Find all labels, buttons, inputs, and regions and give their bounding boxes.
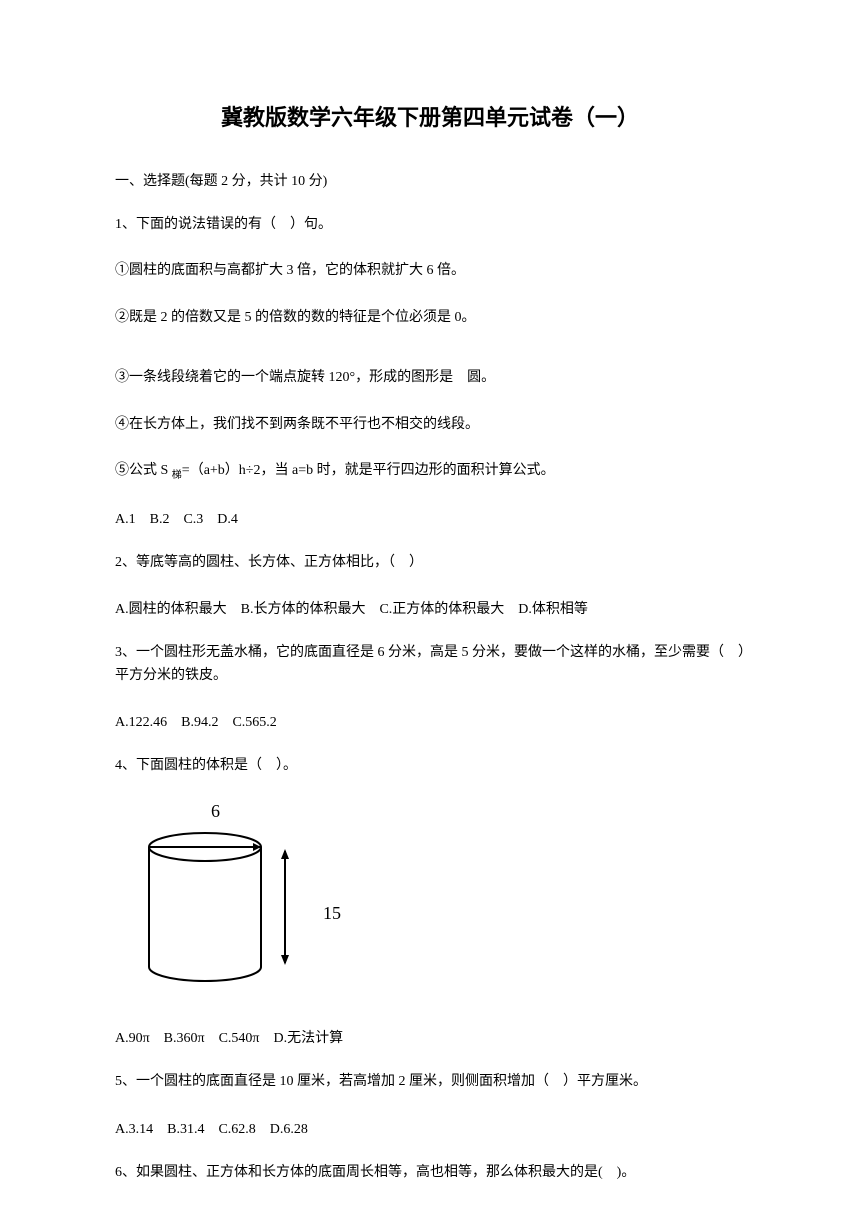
- question-3-options: A.122.46 B.94.2 C.565.2: [115, 711, 745, 731]
- statement-5-part-b: =（a+b）h÷2，当 a=b 时，就是平行四边形的面积计算公式。: [182, 463, 555, 478]
- question-1-options: A.1 B.2 C.3 D.4: [115, 508, 745, 528]
- cylinder-diagram: [135, 825, 315, 995]
- question-2-stem: 2、等底等高的圆柱、长方体、正方体相比，（ ）: [115, 552, 745, 574]
- question-4-options: A.90π B.360π C.540π D.无法计算: [115, 1027, 745, 1047]
- question-1-statement-1: ①圆柱的底面积与高都扩大 3 倍，它的体积就扩大 6 倍。: [115, 260, 745, 282]
- question-1-statement-3: ③一条线段绕着它的一个端点旋转 120°，形成的图形是 圆。: [115, 367, 745, 389]
- statement-5-part-a: ⑤公式 S: [115, 463, 172, 478]
- cylinder-figure: 6 15: [135, 801, 355, 1001]
- question-6-stem: 6、如果圆柱、正方体和长方体的底面周长相等，高也相等，那么体积最大的是( )。: [115, 1162, 745, 1184]
- question-1-statement-4: ④在长方体上，我们找不到两条既不平行也不相交的线段。: [115, 414, 745, 436]
- question-1-statement-5: ⑤公式 S 梯=（a+b）h÷2，当 a=b 时，就是平行四边形的面积计算公式。: [115, 460, 745, 484]
- question-2-options: A.圆柱的体积最大 B.长方体的体积最大 C.正方体的体积最大 D.体积相等: [115, 598, 745, 618]
- question-5-options: A.3.14 B.31.4 C.62.8 D.6.28: [115, 1118, 745, 1138]
- statement-5-subscript: 梯: [172, 470, 182, 481]
- question-3-stem: 3、一个圆柱形无盖水桶，它的底面直径是 6 分米，高是 5 分米，要做一个这样的…: [115, 642, 745, 687]
- question-1-stem: 1、下面的说法错误的有（ ）句。: [115, 214, 745, 236]
- cylinder-height-label: 15: [323, 903, 341, 924]
- page-title: 冀教版数学六年级下册第四单元试卷（一）: [115, 100, 745, 132]
- cylinder-diameter-label: 6: [211, 801, 220, 822]
- question-1-statement-2: ②既是 2 的倍数又是 5 的倍数的数的特征是个位必须是 0。: [115, 307, 745, 329]
- question-5-stem: 5、一个圆柱的底面直径是 10 厘米，若高增加 2 厘米，则侧面积增加（ ）平方…: [115, 1071, 745, 1093]
- question-4-stem: 4、下面圆柱的体积是（ ）。: [115, 755, 745, 777]
- section-header: 一、选择题(每题 2 分，共计 10 分): [115, 170, 745, 190]
